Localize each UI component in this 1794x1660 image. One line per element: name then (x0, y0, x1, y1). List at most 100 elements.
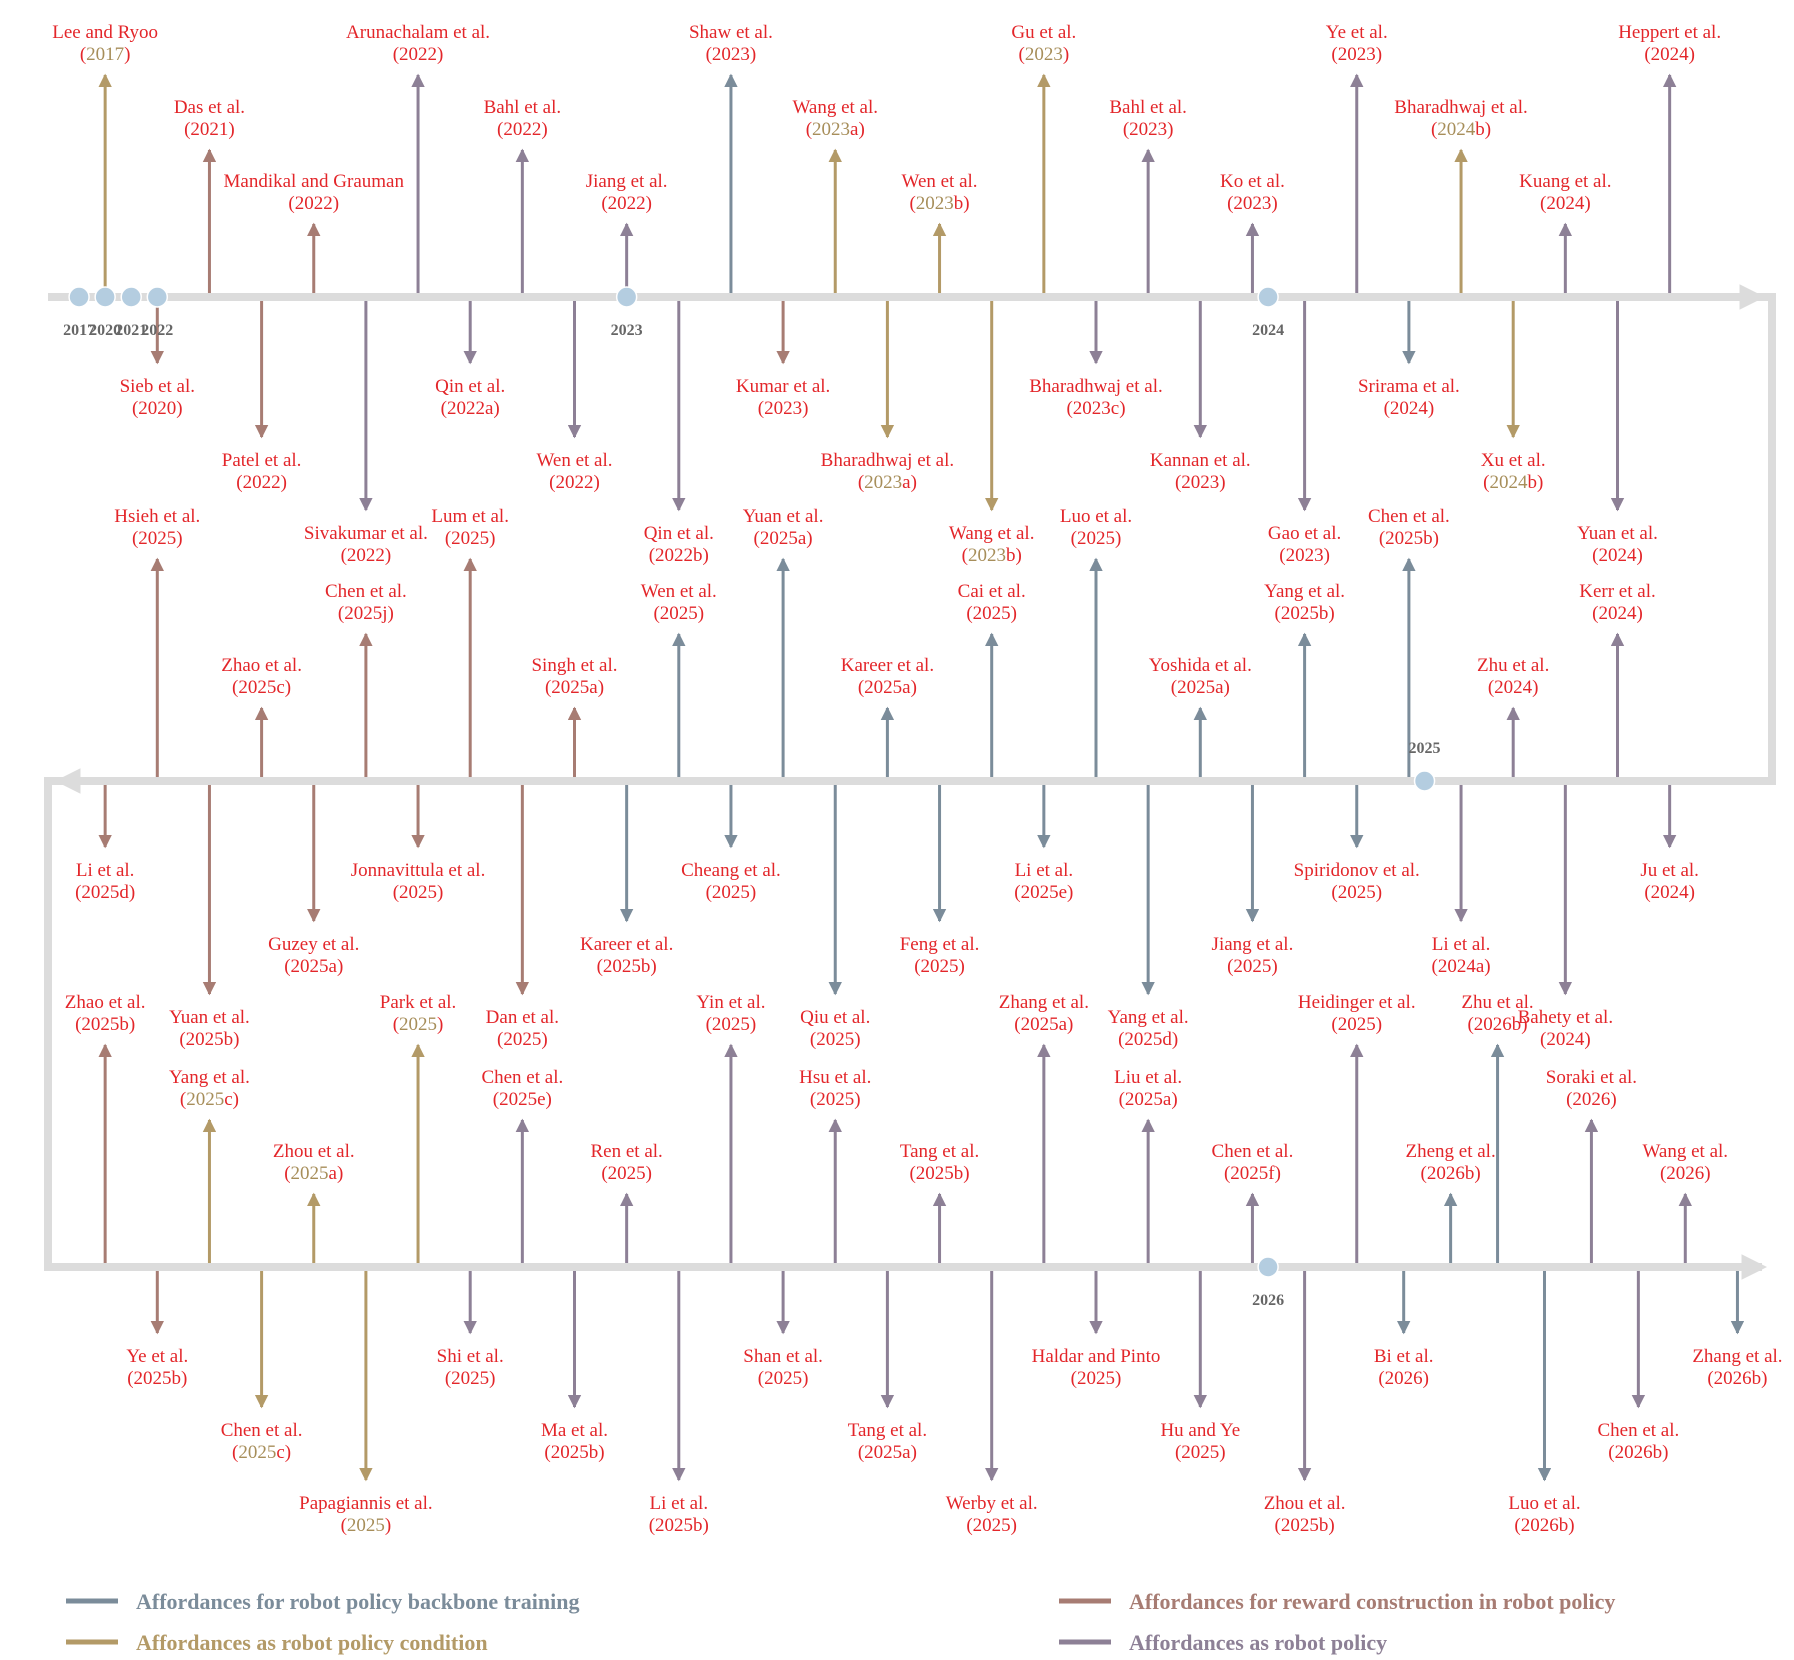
entry-year: (2023a) (858, 472, 917, 493)
entry-year: (2026) (1660, 1163, 1711, 1184)
entry-author: Hu and Ye (1160, 1420, 1240, 1441)
entry-author: Xu et al. (1481, 450, 1546, 471)
entry-author: Chen et al. (221, 1420, 303, 1441)
entry-year: (2025a) (858, 1442, 917, 1463)
entry-author: Yin et al. (696, 992, 765, 1013)
year-marker-label: 2026 (1252, 1292, 1284, 1309)
entry-author: Ma et al. (541, 1420, 608, 1441)
entry-year: (2025a) (284, 956, 343, 977)
entry-author: Wang et al. (1643, 1141, 1729, 1162)
entry-author: Yuan et al. (169, 1007, 250, 1028)
year-marker-dot (1257, 1256, 1279, 1278)
entry-year: (2025a) (1171, 677, 1230, 698)
entry-year: (2024) (1644, 882, 1695, 903)
entry-author: Zhang et al. (1692, 1346, 1782, 1367)
entry-year: (2025) (445, 1368, 496, 1389)
year-marker-dot (615, 286, 638, 308)
entry-year: (2025) (393, 882, 444, 903)
entry-author: Shaw et al. (689, 22, 773, 43)
entry-year: (2026b) (1514, 1515, 1574, 1536)
entry-author: Kumar et al. (736, 376, 830, 397)
entry-year: (2024) (1540, 1029, 1591, 1050)
entry-author: Wang et al. (792, 97, 878, 118)
entry-year: (2025a) (1014, 1014, 1073, 1035)
entry-author: Wang et al. (949, 523, 1035, 544)
entry-author: Cai et al. (958, 581, 1026, 602)
entry-author: Yang et al. (1264, 581, 1345, 602)
entry-author: Qin et al. (644, 523, 714, 544)
entry-year: (2024b) (1431, 119, 1491, 140)
entry-author: Singh et al. (531, 655, 617, 676)
entry-year: (2026) (1566, 1089, 1617, 1110)
year-marker-label: 2023 (611, 322, 643, 339)
entry-author: Zhao et al. (221, 655, 302, 676)
entry-author: Lum et al. (431, 506, 509, 527)
legend-label-backbone: Affordances for robot policy backbone tr… (136, 1589, 579, 1614)
entry-year: (2022) (601, 193, 652, 214)
entry-author: Das et al. (174, 97, 245, 118)
entry-year: (2025d) (1118, 1029, 1178, 1050)
entry-year: (2025) (914, 956, 965, 977)
entry-year: (2025b) (127, 1368, 187, 1389)
entry-year: (2025b) (544, 1442, 604, 1463)
entry-author: Kerr et al. (1579, 581, 1655, 602)
entry-year: (2022) (549, 472, 600, 493)
entry-author: Ye et al. (1326, 22, 1388, 43)
entry-year: (2022) (497, 119, 548, 140)
entry-author: Lee and Ryoo (52, 22, 158, 43)
entry-author: Chen et al. (1368, 506, 1450, 527)
entry-year: (2025a) (545, 677, 604, 698)
entry-year: (2025b) (1379, 528, 1439, 549)
entry-year: (2024a) (1432, 956, 1491, 977)
entry-author: Ye et al. (126, 1346, 188, 1367)
year-marker-label: 2025 (1409, 740, 1441, 757)
entry-year: (2026) (1378, 1368, 1429, 1389)
entry-author: Chen et al. (481, 1067, 563, 1088)
track-group (44, 284, 1776, 1280)
entry-year: (2023b) (962, 545, 1022, 566)
entry-year: (2026b) (1421, 1163, 1481, 1184)
entry-author: Cheang et al. (681, 860, 781, 881)
entry-year: (2025b) (1275, 603, 1335, 624)
entry-author: Yuan et al. (1577, 523, 1658, 544)
year-marker-label: 2021 (115, 322, 147, 339)
entry-year: (2025a) (1119, 1089, 1178, 1110)
entry-author: Yang et al. (169, 1067, 250, 1088)
timeline-track (44, 293, 1776, 1271)
entry-author: Jonnavittula et al. (351, 860, 486, 881)
entry-author: Gu et al. (1011, 22, 1076, 43)
entry-author: Guzey et al. (268, 934, 359, 955)
entry-year: (2024) (1592, 603, 1643, 624)
entry-year: (2025) (1071, 528, 1122, 549)
year-marker-dot (94, 286, 116, 308)
entry-year: (2024) (1644, 44, 1695, 65)
entry-year: (2025d) (75, 882, 135, 903)
entry-author: Wen et al. (536, 450, 612, 471)
legend-label-condition: Affordances as robot policy condition (136, 1630, 488, 1655)
entry-author: Feng et al. (900, 934, 980, 955)
entry-year: (2025b) (597, 956, 657, 977)
legend-label-reward: Affordances for reward construction in r… (1129, 1589, 1615, 1614)
entry-author: Kuang et al. (1519, 171, 1611, 192)
entry-author: Spiridonov et al. (1294, 860, 1420, 881)
entry-author: Chen et al. (325, 581, 407, 602)
entry-author: Luo et al. (1508, 1493, 1580, 1514)
entry-author: Zhang et al. (999, 992, 1089, 1013)
entry-author: Ko et al. (1220, 171, 1285, 192)
entry-author: Liu et al. (1114, 1067, 1182, 1088)
entry-year: (2025b) (909, 1163, 969, 1184)
entry-author: Luo et al. (1060, 506, 1132, 527)
entry-author: Zhu et al. (1477, 655, 1549, 676)
entry-year: (2025) (1175, 1442, 1226, 1463)
entry-year: (2025) (706, 882, 757, 903)
entry-year: (2025f) (1224, 1163, 1281, 1184)
entry-year: (2025b) (75, 1014, 135, 1035)
entry-year: (2025) (966, 1515, 1017, 1536)
entry-author: Mandikal and Grauman (224, 171, 405, 192)
entry-year: (2025) (601, 1163, 652, 1184)
entry-year: (2025b) (1275, 1515, 1335, 1536)
entry-year: (2025a) (284, 1163, 343, 1184)
entry-author: Heidinger et al. (1298, 992, 1416, 1013)
entry-author: Sieb et al. (120, 376, 195, 397)
entry-author: Bi et al. (1374, 1346, 1434, 1367)
